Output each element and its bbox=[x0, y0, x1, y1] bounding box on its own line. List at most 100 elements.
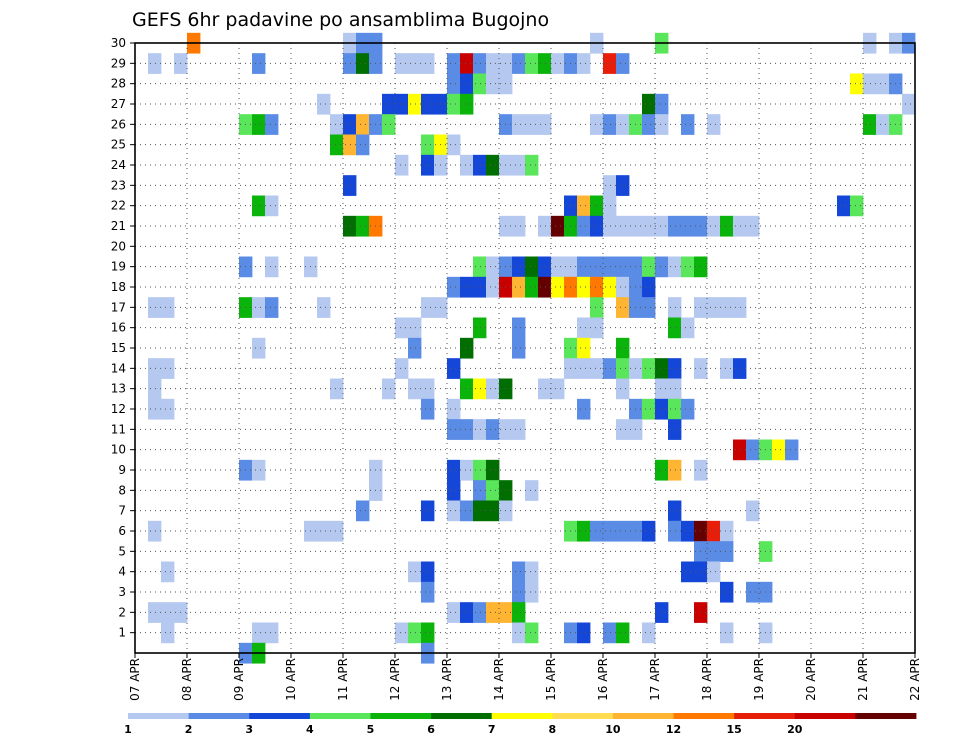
heatmap-cell bbox=[642, 358, 656, 379]
heatmap-cell bbox=[642, 276, 656, 298]
heatmap-cell bbox=[603, 114, 617, 135]
heatmap-cell bbox=[551, 276, 565, 298]
heatmap-cell bbox=[421, 134, 435, 156]
y-tick-label: 29 bbox=[111, 56, 126, 70]
heatmap-cell bbox=[681, 520, 695, 542]
heatmap-cell bbox=[772, 439, 786, 461]
heatmap-cell bbox=[577, 215, 591, 237]
heatmap-cell bbox=[343, 215, 357, 237]
heatmap-cell bbox=[161, 297, 175, 318]
heatmap-cell bbox=[668, 419, 682, 440]
heatmap-cell bbox=[447, 602, 461, 623]
colorbar-level-label: 12 bbox=[666, 723, 681, 736]
heatmap-cell bbox=[655, 459, 669, 481]
heatmap-cell bbox=[655, 114, 669, 135]
heatmap-cell bbox=[460, 154, 474, 176]
heatmap-cell bbox=[486, 53, 500, 74]
y-tick-label: 8 bbox=[118, 483, 126, 497]
heatmap-cell bbox=[408, 53, 422, 74]
heatmap-cell bbox=[265, 114, 279, 135]
heatmap-cell bbox=[473, 419, 487, 440]
heatmap-cells bbox=[148, 32, 916, 664]
heatmap-cell bbox=[850, 73, 864, 95]
heatmap-cell bbox=[512, 622, 526, 644]
heatmap-cell bbox=[421, 500, 435, 522]
heatmap-cell bbox=[447, 358, 461, 379]
heatmap-cell bbox=[460, 337, 474, 359]
heatmap-cell bbox=[525, 622, 539, 644]
heatmap-cell bbox=[850, 195, 864, 217]
heatmap-cell bbox=[642, 297, 656, 318]
heatmap-cell bbox=[681, 398, 695, 420]
heatmap-cell bbox=[642, 215, 656, 237]
heatmap-cell bbox=[447, 93, 461, 115]
heatmap-cell bbox=[668, 256, 682, 278]
heatmap-cell bbox=[447, 53, 461, 74]
heatmap-cell bbox=[746, 581, 760, 603]
x-tick-label: 19 APR bbox=[752, 658, 766, 701]
heatmap-cell bbox=[551, 256, 565, 278]
heatmap-cell bbox=[148, 520, 162, 542]
heatmap-cell bbox=[447, 398, 461, 420]
y-tick-label: 6 bbox=[118, 524, 126, 538]
heatmap-cell bbox=[148, 297, 162, 318]
heatmap-cell bbox=[551, 378, 565, 400]
heatmap-cell bbox=[460, 53, 474, 74]
heatmap-cell bbox=[668, 317, 682, 339]
heatmap-cell bbox=[460, 378, 474, 400]
x-tick-label: 10 APR bbox=[284, 658, 298, 701]
heatmap-cell bbox=[655, 398, 669, 420]
y-tick-label: 26 bbox=[111, 117, 126, 131]
heatmap-cell bbox=[746, 500, 760, 522]
heatmap-cell bbox=[616, 358, 630, 379]
heatmap-cell bbox=[837, 195, 851, 217]
colorbar-swatch bbox=[249, 713, 311, 719]
heatmap-cell bbox=[590, 195, 604, 217]
heatmap-cell bbox=[317, 297, 331, 318]
x-tick-label: 08 APR bbox=[180, 658, 194, 701]
heatmap-cell bbox=[356, 134, 370, 156]
heatmap-cell bbox=[746, 215, 760, 237]
y-tick-label: 18 bbox=[111, 280, 126, 294]
heatmap-cell bbox=[616, 114, 630, 135]
heatmap-cell bbox=[577, 195, 591, 217]
heatmap-cell bbox=[525, 276, 539, 298]
heatmap-cell bbox=[681, 114, 695, 135]
heatmap-cell bbox=[486, 480, 500, 501]
heatmap-cell bbox=[577, 256, 591, 278]
heatmap-cell bbox=[512, 53, 526, 74]
x-tick-label: 13 APR bbox=[440, 658, 454, 701]
heatmap-cell bbox=[421, 561, 435, 583]
y-tick-label: 15 bbox=[111, 341, 126, 355]
heatmap-cell bbox=[148, 398, 162, 420]
heatmap-cell bbox=[603, 195, 617, 217]
heatmap-cell bbox=[382, 378, 396, 400]
heatmap-cell bbox=[720, 358, 734, 379]
colorbar-level-label: 3 bbox=[245, 723, 253, 736]
heatmap-cell bbox=[473, 317, 487, 339]
heatmap-cell bbox=[512, 154, 526, 176]
heatmap-cell bbox=[330, 378, 344, 400]
heatmap-cell bbox=[265, 256, 279, 278]
heatmap-cell bbox=[473, 53, 487, 74]
y-tick-label: 24 bbox=[111, 158, 126, 172]
heatmap-cell bbox=[395, 358, 409, 379]
heatmap-cell bbox=[486, 459, 500, 481]
heatmap-cell bbox=[551, 215, 565, 237]
heatmap-cell bbox=[343, 134, 357, 156]
heatmap-cell bbox=[356, 114, 370, 135]
heatmap-cell bbox=[720, 520, 734, 542]
heatmap-cell bbox=[460, 459, 474, 481]
heatmap-cell bbox=[577, 398, 591, 420]
heatmap-cell bbox=[408, 561, 422, 583]
heatmap-cell bbox=[408, 378, 422, 400]
heatmap-cell bbox=[460, 73, 474, 95]
colorbar-swatch bbox=[431, 713, 493, 719]
heatmap-cell bbox=[343, 175, 357, 196]
heatmap-cell bbox=[447, 419, 461, 440]
heatmap-cell bbox=[733, 297, 747, 318]
heatmap-cell bbox=[473, 378, 487, 400]
y-tick-label: 13 bbox=[111, 382, 126, 396]
heatmap-cell bbox=[590, 317, 604, 339]
